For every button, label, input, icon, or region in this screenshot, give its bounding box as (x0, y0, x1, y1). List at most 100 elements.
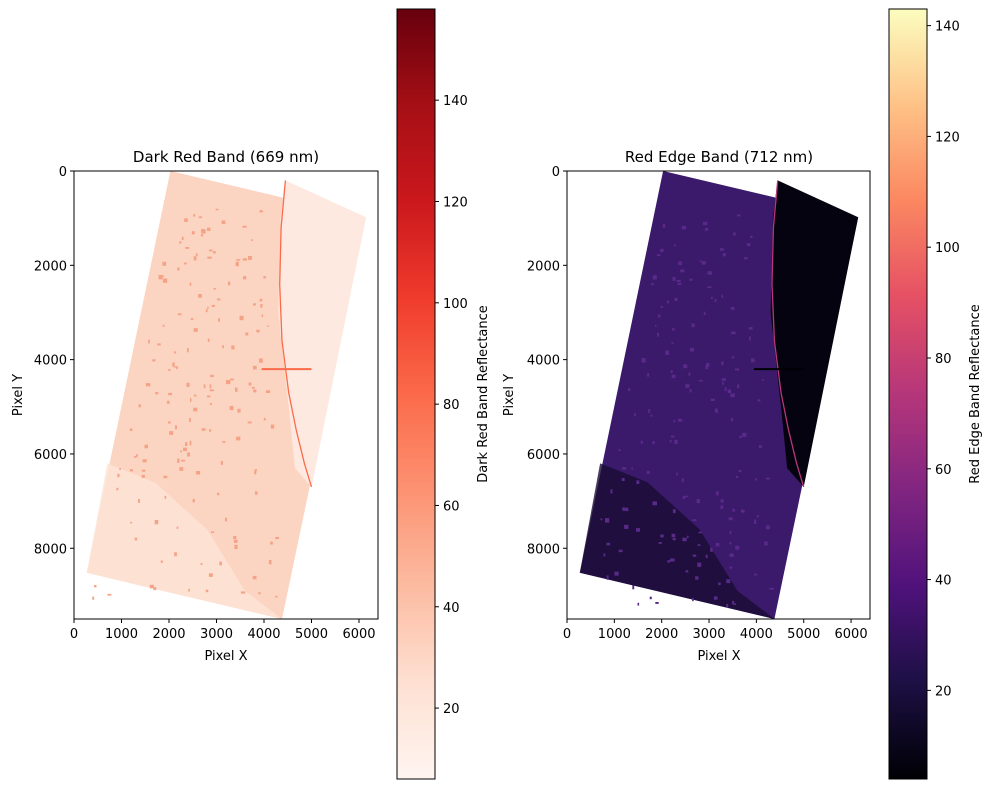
colorbar-dark-red: 20 40 60 80 100 120 140 Dark Red Band Reflecta… (396, 8, 491, 780)
urban-patch (162, 261, 167, 266)
urban-patch (144, 444, 148, 449)
colorbar-ticks: 20 40 60 80 100 120 140 (927, 20, 960, 699)
urban-patch (750, 235, 753, 239)
y-axis-label: Pixel Y (502, 374, 517, 416)
y-tick-label: 4000 (527, 354, 560, 369)
urban-patch (152, 359, 156, 362)
urban-patch (621, 478, 625, 481)
urban-patch (253, 365, 257, 370)
urban-patch (632, 585, 635, 590)
urban-patch (731, 418, 734, 422)
urban-patch (155, 392, 159, 395)
urban-patch (247, 421, 252, 424)
urban-patch (181, 236, 184, 240)
urban-patch (195, 471, 201, 475)
urban-patch (697, 544, 701, 546)
urban-patch (634, 412, 636, 417)
urban-patch (130, 521, 133, 524)
urban-patch (681, 225, 687, 230)
x-tick-label: 6000 (342, 627, 375, 642)
urban-patch (641, 358, 646, 363)
urban-patch (636, 480, 640, 484)
x-axis: 0 1000 2000 3000 4000 5000 6000 (563, 619, 868, 642)
urban-patch (684, 495, 689, 498)
axes-frame (566, 170, 871, 620)
urban-patch (202, 229, 206, 234)
urban-patch (236, 259, 241, 261)
urban-patch (689, 278, 693, 281)
urban-patch (270, 541, 273, 545)
urban-patch (240, 591, 246, 594)
urban-patch (149, 584, 154, 589)
urban-patch (177, 313, 182, 316)
colorbar-gradient (888, 8, 928, 780)
urban-patch (670, 435, 675, 438)
urban-patch (733, 232, 736, 236)
urban-patch (726, 579, 731, 584)
urban-patch (138, 404, 141, 408)
urban-patch (703, 311, 706, 316)
urban-patch (263, 417, 266, 421)
urban-patch (209, 403, 212, 406)
urban-patch (236, 436, 241, 441)
urban-patch (266, 390, 271, 393)
urban-patch (647, 373, 650, 377)
urban-patch (187, 348, 189, 353)
urban-patch (614, 571, 619, 576)
urban-patch (696, 499, 700, 504)
urban-patch (167, 369, 171, 371)
urban-patch (765, 525, 770, 530)
colorbar-label: Red Edge Band Reflectance (968, 304, 983, 483)
y-tick-label: 8000 (34, 542, 67, 557)
urban-patch (168, 421, 171, 424)
urban-patch (208, 249, 213, 252)
urban-patch (267, 325, 269, 327)
urban-patch (728, 517, 733, 521)
urban-patch (185, 442, 188, 446)
urban-patch (142, 459, 147, 463)
urban-patch (195, 253, 198, 257)
image-area (86, 171, 367, 619)
y-tick-label: 6000 (34, 448, 67, 463)
urban-patch (198, 294, 202, 298)
colorbar-ticks: 20 40 60 80 100 120 140 (435, 94, 468, 717)
y-tick-label: 0 (552, 165, 560, 180)
urban-patch (209, 429, 212, 432)
urban-patch (734, 368, 740, 371)
urban-patch (671, 342, 674, 344)
urban-patch (207, 256, 212, 259)
urban-patch (193, 407, 198, 412)
urban-patch (703, 221, 708, 226)
urban-patch (737, 384, 740, 389)
urban-patch (758, 445, 762, 449)
urban-patch (674, 297, 678, 301)
urban-patch (729, 530, 732, 535)
urban-patch (275, 595, 278, 598)
urban-patch (660, 534, 664, 538)
colorbar-tick-label: 80 (935, 352, 952, 367)
y-tick-label: 2000 (34, 259, 67, 274)
urban-patch (190, 398, 192, 402)
urban-patch (603, 553, 606, 557)
urban-patch (193, 214, 196, 217)
urban-patch (698, 379, 703, 382)
urban-patch (637, 602, 640, 606)
urban-patch (657, 314, 661, 318)
urban-patch (248, 382, 252, 386)
urban-patch (648, 409, 651, 414)
urban-patch (690, 348, 695, 352)
urban-patch (715, 543, 720, 547)
urban-patch (656, 254, 661, 256)
urban-patch (722, 253, 726, 257)
urban-patch (636, 528, 640, 532)
urban-patch (678, 261, 682, 266)
urban-patch (751, 358, 755, 363)
x-axis: 0 1000 2000 3000 4000 5000 6000 (70, 619, 376, 642)
urban-patch (610, 489, 613, 494)
urban-patch (188, 588, 190, 592)
urban-patch (618, 449, 621, 452)
urban-patch (174, 552, 177, 557)
urban-patch (731, 356, 735, 359)
urban-patch (234, 544, 238, 549)
urban-patch (209, 384, 212, 389)
